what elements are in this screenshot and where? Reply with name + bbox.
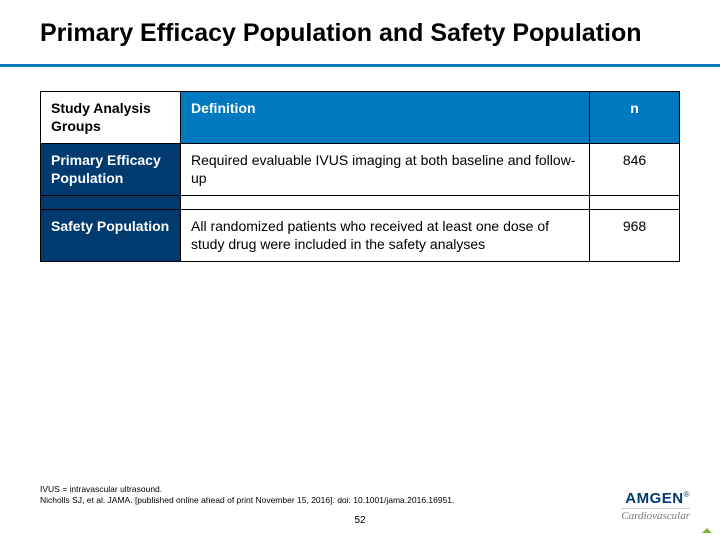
- footnotes: IVUS = intravascular ultrasound. Nicholl…: [40, 484, 454, 506]
- table-row: Safety Population All randomized patient…: [41, 210, 680, 262]
- logo-subbrand: Cardiovascular: [621, 508, 690, 522]
- logo-brand-text: AMGEN: [625, 490, 683, 507]
- col-header-groups: Study Analysis Groups: [41, 92, 181, 144]
- cell-definition: Required evaluable IVUS imaging at both …: [181, 144, 590, 196]
- table-spacer: [41, 196, 680, 210]
- cell-group: Primary Efficacy Population: [41, 144, 181, 196]
- content-area: Study Analysis Groups Definition n Prima…: [0, 67, 720, 262]
- col-header-definition: Definition: [181, 92, 590, 144]
- footnote-line: Nicholls SJ, et al. JAMA. [published onl…: [40, 495, 454, 506]
- logo-block: AMGEN® Cardiovascular: [621, 490, 690, 522]
- page-title: Primary Efficacy Population and Safety P…: [40, 18, 680, 48]
- table-row: Primary Efficacy Population Required eva…: [41, 144, 680, 196]
- slide-number: 52: [0, 515, 720, 526]
- footnote-line: IVUS = intravascular ultrasound.: [40, 484, 454, 495]
- cell-n: 968: [590, 210, 680, 262]
- cell-n: 846: [590, 144, 680, 196]
- table-header-row: Study Analysis Groups Definition n: [41, 92, 680, 144]
- cell-group: Safety Population: [41, 210, 181, 262]
- study-table: Study Analysis Groups Definition n Prima…: [40, 91, 680, 262]
- title-block: Primary Efficacy Population and Safety P…: [0, 0, 720, 58]
- cell-definition: All randomized patients who received at …: [181, 210, 590, 262]
- amgen-logo: AMGEN®: [621, 490, 690, 507]
- corner-arrow-icon: [700, 524, 714, 534]
- col-header-n: n: [590, 92, 680, 144]
- registered-mark: ®: [684, 490, 690, 499]
